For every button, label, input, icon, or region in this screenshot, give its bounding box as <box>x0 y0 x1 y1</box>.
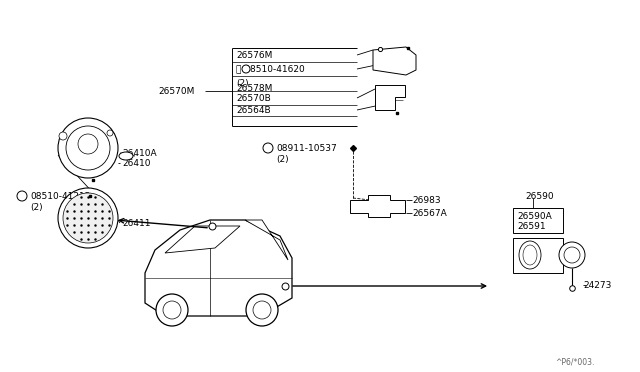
Circle shape <box>163 301 181 319</box>
Circle shape <box>66 126 110 170</box>
Text: 08510-41212: 08510-41212 <box>30 192 90 201</box>
Text: 26590A: 26590A <box>517 212 552 221</box>
Circle shape <box>17 191 27 201</box>
Text: 26591: 26591 <box>517 221 546 231</box>
Circle shape <box>559 242 585 268</box>
Text: 26590: 26590 <box>525 192 554 201</box>
Ellipse shape <box>119 152 133 160</box>
Text: 26410A: 26410A <box>122 148 157 157</box>
Circle shape <box>58 188 118 248</box>
Circle shape <box>63 193 113 243</box>
Text: ^P6/*003.: ^P6/*003. <box>555 357 595 366</box>
Circle shape <box>78 134 98 154</box>
Circle shape <box>564 247 580 263</box>
Text: 26567A: 26567A <box>412 208 447 218</box>
Text: 26564B: 26564B <box>236 106 271 115</box>
Text: (2): (2) <box>276 154 289 164</box>
Polygon shape <box>165 226 240 253</box>
Text: 26570M: 26570M <box>158 87 195 96</box>
Text: 26578M: 26578M <box>236 83 273 93</box>
Text: (2): (2) <box>30 202 43 212</box>
Ellipse shape <box>519 241 541 269</box>
Circle shape <box>59 132 67 140</box>
Text: S: S <box>242 67 246 71</box>
Polygon shape <box>375 85 405 110</box>
Text: 26570B: 26570B <box>236 93 271 103</box>
Circle shape <box>263 143 273 153</box>
Text: 08911-10537: 08911-10537 <box>276 144 337 153</box>
Circle shape <box>156 294 188 326</box>
Text: 26411: 26411 <box>122 218 150 228</box>
Polygon shape <box>350 195 405 217</box>
Ellipse shape <box>523 245 537 265</box>
Circle shape <box>58 118 118 178</box>
Circle shape <box>253 301 271 319</box>
Circle shape <box>242 65 250 73</box>
Text: 26983: 26983 <box>412 196 440 205</box>
Text: N: N <box>266 145 270 151</box>
Text: 26410: 26410 <box>122 158 150 167</box>
Text: 24273: 24273 <box>583 280 611 289</box>
Text: 26576M: 26576M <box>236 51 273 60</box>
Polygon shape <box>513 238 563 273</box>
Text: (2): (2) <box>236 78 248 87</box>
Polygon shape <box>373 47 416 75</box>
Circle shape <box>107 130 113 136</box>
Polygon shape <box>245 220 288 260</box>
Text: S: S <box>20 193 24 199</box>
Circle shape <box>246 294 278 326</box>
Text: Ⓢ 08510-41620: Ⓢ 08510-41620 <box>236 64 305 74</box>
Bar <box>513 208 563 233</box>
Polygon shape <box>145 220 292 316</box>
